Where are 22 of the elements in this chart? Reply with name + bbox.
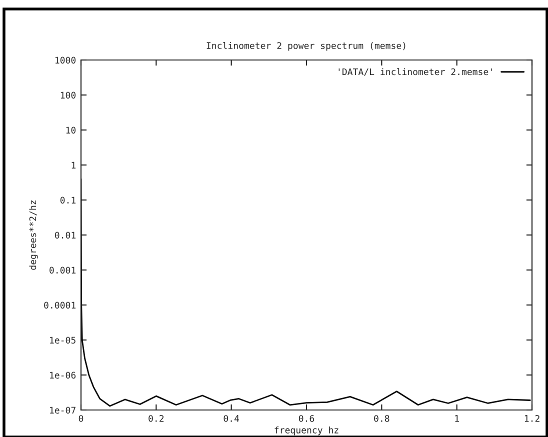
- y-tick-label: 0.01: [54, 232, 76, 239]
- x-tick-label: 1: [455, 415, 459, 422]
- legend-label: 'DATA/L inclinometer 2.memse': [338, 68, 492, 76]
- y-tick-label: 1000: [55, 56, 76, 64]
- y-tick-label: 1: [72, 162, 76, 168]
- x-axis-title: frequency hz: [274, 426, 338, 436]
- y-tick-label: 0.0001: [44, 302, 76, 309]
- y-tick-label: 1e-07: [50, 406, 76, 414]
- x-tick-label: 0.8: [374, 415, 390, 422]
- x-tick-label: 1.2: [524, 415, 540, 422]
- y-tick-label: 100: [60, 92, 76, 99]
- y-tick-label: 1e-05: [50, 336, 76, 344]
- x-tick-label: 0.2: [148, 415, 164, 422]
- y-tick-label: 1e-06: [50, 372, 76, 379]
- y-axis-title: degrees**2/hz: [29, 200, 38, 270]
- x-tick-label: 0.4: [224, 415, 240, 422]
- x-tick-label: 0.6: [298, 415, 314, 422]
- y-tick-label: 0.001: [50, 266, 76, 274]
- y-tick-label: 10: [66, 126, 76, 134]
- x-tick-label: 0: [78, 415, 84, 422]
- chart-title: Inclinometer 2 power spectrum (memse): [206, 42, 406, 51]
- y-tick-label: 0.1: [60, 196, 76, 204]
